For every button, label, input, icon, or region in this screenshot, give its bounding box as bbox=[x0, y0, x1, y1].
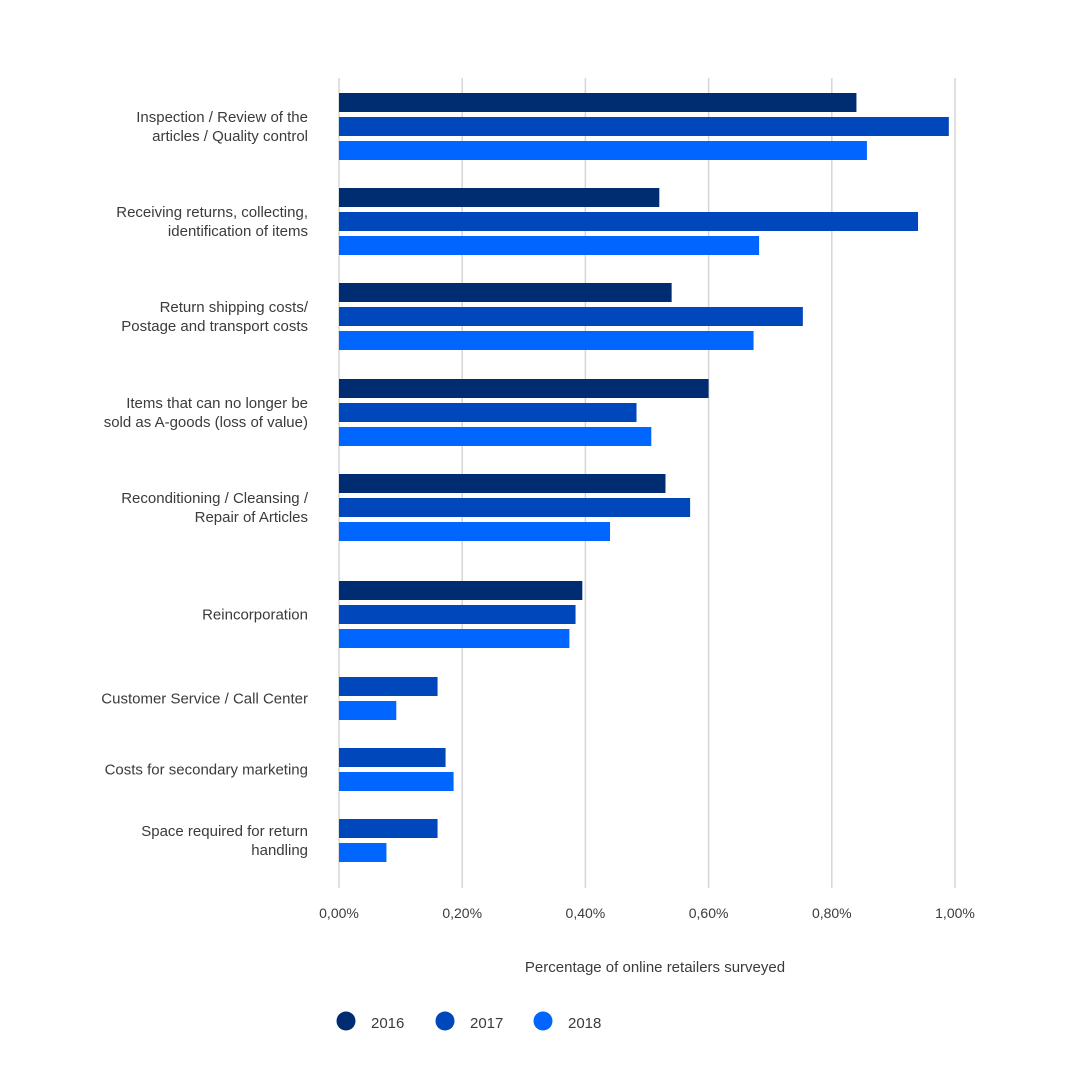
bar-2017 bbox=[339, 498, 691, 517]
legend-label-2018: 2018 bbox=[568, 1015, 601, 1032]
bar-2018 bbox=[339, 141, 867, 160]
bar-2017 bbox=[339, 748, 446, 767]
bar-2016 bbox=[339, 474, 666, 493]
bar-2018 bbox=[339, 701, 397, 720]
bar-2017 bbox=[339, 117, 949, 136]
category-label: Space required for return handling bbox=[141, 823, 308, 859]
bar-2018 bbox=[339, 522, 611, 541]
bar-2016 bbox=[339, 283, 672, 302]
bar-2018 bbox=[339, 843, 387, 862]
bar-2017 bbox=[339, 605, 576, 624]
legend-marker-2018 bbox=[533, 1011, 553, 1031]
legend-label-2017: 2017 bbox=[470, 1015, 503, 1032]
bar-2017 bbox=[339, 677, 438, 696]
bar-2017 bbox=[339, 819, 438, 838]
category-label: Inspection / Review of the articles / Qua… bbox=[136, 109, 308, 145]
category-label: Receiving returns, collecting, identifica… bbox=[116, 204, 308, 240]
bar-2018 bbox=[339, 331, 754, 350]
bar-2016 bbox=[339, 93, 857, 112]
bar-2016 bbox=[339, 379, 709, 398]
x-tick-label: 0,80% bbox=[812, 905, 852, 921]
category-label: Reincorporation bbox=[202, 607, 308, 624]
x-axis-title: Percentage of online retailers surveyed bbox=[525, 959, 785, 976]
bar-2018 bbox=[339, 629, 570, 648]
category-label: Items that can no longer be sold as A-goo… bbox=[104, 395, 308, 431]
category-label: Reconditioning / Cleansing / Repair of Ar… bbox=[121, 490, 309, 526]
bar-2017 bbox=[339, 403, 637, 422]
legend-marker-2016 bbox=[336, 1011, 356, 1031]
bar-2016 bbox=[339, 188, 660, 207]
bar-2018 bbox=[339, 772, 454, 791]
x-tick-label: 0,00% bbox=[319, 905, 359, 921]
category-label: Return shipping costs/Postage and transp… bbox=[121, 299, 309, 335]
x-tick-label: 0,20% bbox=[442, 905, 482, 921]
x-tick-label: 0,40% bbox=[566, 905, 606, 921]
category-label: Customer Service / Call Center bbox=[101, 691, 308, 708]
bar-2017 bbox=[339, 307, 803, 326]
bar-2018 bbox=[339, 236, 760, 255]
legend-label-2016: 2016 bbox=[371, 1015, 404, 1032]
bar-2017 bbox=[339, 212, 919, 231]
category-label: Costs for secondary marketing bbox=[105, 762, 308, 779]
x-tick-label: 0,60% bbox=[689, 905, 729, 921]
legend-marker-2017 bbox=[435, 1011, 455, 1031]
bar-2018 bbox=[339, 427, 652, 446]
bar-2016 bbox=[339, 581, 583, 600]
x-tick-label: 1,00% bbox=[935, 905, 975, 921]
